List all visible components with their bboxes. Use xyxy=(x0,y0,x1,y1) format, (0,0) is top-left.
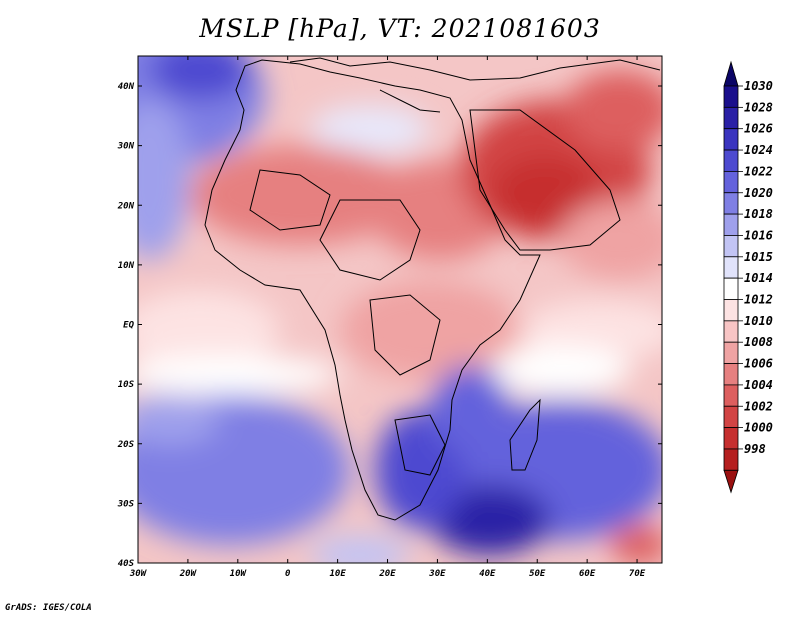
colorbar-swatch xyxy=(723,341,739,364)
map-title: MSLP [hPa], VT: 2021081603 xyxy=(199,14,601,43)
colorbar-label: 1022 xyxy=(744,164,773,178)
colorbar-label: 1018 xyxy=(744,207,773,221)
lat-tick-label: 20N xyxy=(117,201,135,211)
lon-tick-label: 30E xyxy=(428,569,446,579)
pressure-field xyxy=(138,56,662,563)
colorbar-label: 1015 xyxy=(744,250,773,264)
colorbar-swatch xyxy=(723,170,739,194)
colorbar-label: 1006 xyxy=(744,357,773,371)
colorbar-swatch xyxy=(723,213,739,236)
lon-tick-label: 30W xyxy=(129,569,148,579)
colorbar-bottom-arrow xyxy=(723,469,739,494)
colorbar-label: 998 xyxy=(744,442,766,456)
lat-tick-label: 40N xyxy=(118,82,135,92)
lat-tick-label: 20S xyxy=(117,440,135,450)
colorbar-swatch xyxy=(723,320,739,343)
lat-tick-label: 30N xyxy=(117,142,135,152)
lon-tick-label: 10W xyxy=(230,569,248,579)
lat-tick-label: EQ xyxy=(123,321,134,331)
colorbar-swatch xyxy=(723,427,739,450)
lon-tick-label: 60E xyxy=(579,569,596,579)
colorbar-label: 1020 xyxy=(744,186,773,200)
colorbar-swatch xyxy=(723,192,739,215)
lat-tick-label: 10N xyxy=(118,261,135,271)
lat-tick-label: 10S xyxy=(118,380,135,390)
colorbar-swatch xyxy=(723,235,739,258)
lon-tick-label: 20E xyxy=(378,569,396,579)
lon-tick-label: 40E xyxy=(479,569,496,579)
lon-tick-label: 10E xyxy=(329,569,346,579)
colorbar-swatch xyxy=(723,384,739,407)
colorbar: 1030 1028 1026 1024 1022 1020 1018 1016 1015 1014… xyxy=(723,60,773,494)
lon-tick-label: 0 xyxy=(285,569,291,579)
colorbar-label: 1030 xyxy=(744,79,773,93)
colorbar-swatch xyxy=(723,85,739,108)
colorbar-swatch xyxy=(723,149,739,172)
lon-tick-label: 50E xyxy=(529,569,546,579)
coastlines xyxy=(204,57,661,521)
colorbar-swatch xyxy=(723,299,739,322)
colorbar-label: 1000 xyxy=(744,421,773,435)
colorbar-top-arrow xyxy=(723,60,739,87)
colorbar-label: 1028 xyxy=(744,100,773,114)
lat-tick-label: 30S xyxy=(117,499,135,509)
colorbar-swatch xyxy=(723,448,739,471)
colorbar-swatch xyxy=(723,363,739,386)
lat-tick-label: 40S xyxy=(118,559,135,569)
colorbar-swatch xyxy=(723,106,739,130)
colorbar-label: 1026 xyxy=(744,122,773,136)
colorbar-label: 1002 xyxy=(744,399,773,413)
lon-tick-label: 70E xyxy=(629,569,646,579)
colorbar-label: 1004 xyxy=(744,378,773,392)
colorbar-label: 1008 xyxy=(744,335,773,349)
plot-frame xyxy=(137,55,663,564)
colorbar-label: 1010 xyxy=(744,314,773,328)
colorbar-label: 1024 xyxy=(744,143,773,157)
colorbar-label: 1014 xyxy=(744,271,773,285)
lon-tick-label: 20W xyxy=(179,569,198,579)
colorbar-swatch xyxy=(723,277,739,300)
colorbar-swatch xyxy=(723,128,739,151)
colorbar-swatch xyxy=(723,405,739,429)
colorbar-label: 1016 xyxy=(744,228,773,242)
colorbar-swatch xyxy=(723,256,739,279)
colorbar-label: 1012 xyxy=(744,293,773,307)
axis-ticks: 30W 20W 10W 0 10E 20E 30E 40E 50E 60E 70E 40N 30N 20N… xyxy=(117,56,662,579)
credit-label: GrADS: IGES/COLA xyxy=(5,603,92,613)
